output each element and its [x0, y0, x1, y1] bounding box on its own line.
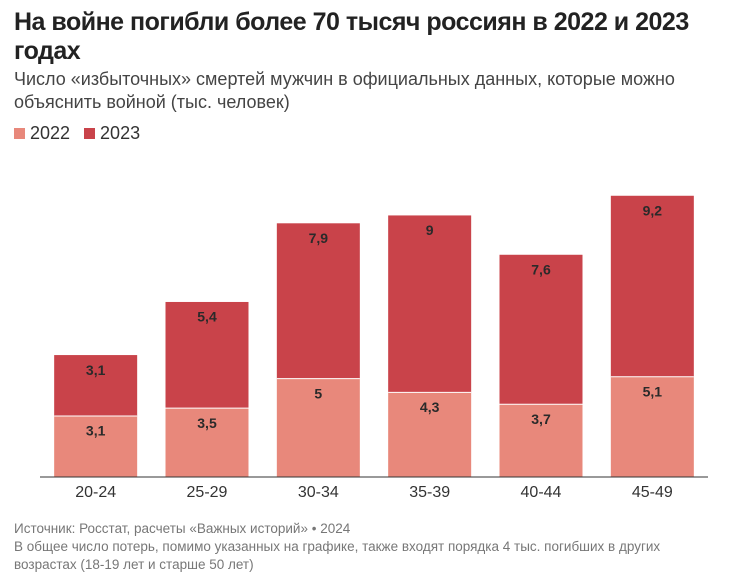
bar-segment [499, 254, 583, 405]
bar-segment [610, 376, 694, 477]
data-label: 9,2 [643, 202, 663, 218]
legend-swatch [14, 128, 25, 139]
data-label: 5,1 [643, 383, 663, 399]
bar-segment [165, 301, 249, 409]
bar-segment [276, 223, 360, 379]
data-label: 5 [314, 385, 322, 401]
data-label: 3,5 [197, 415, 217, 431]
chart-title: На войне погибли более 70 тысяч россиян … [14, 8, 689, 65]
x-tick-label: 40-44 [521, 484, 562, 501]
legend: 2022 2023 [14, 123, 140, 144]
data-label: 9 [426, 222, 434, 238]
bar-segment [165, 408, 249, 477]
data-label: 7,6 [531, 261, 551, 277]
legend-swatch [84, 128, 96, 139]
source: Источник: Росстат, расчеты «Важных истор… [14, 521, 351, 536]
data-label: 4,3 [420, 399, 440, 415]
chart-subtitle: Число «избыточных» смертей мужчин в офиц… [14, 69, 675, 112]
bar-segment [610, 195, 694, 377]
note: В общее число потерь, помимо указанных н… [14, 539, 661, 572]
bar-segment [276, 378, 360, 477]
bar-segment [388, 215, 472, 393]
x-tick-label: 20-24 [75, 484, 116, 501]
data-label: 3,1 [86, 362, 106, 378]
data-label: 5,4 [197, 309, 217, 325]
bar-segment [499, 404, 583, 477]
legend-label: 2022 [30, 123, 71, 143]
x-tick-label: 25-29 [187, 484, 228, 501]
data-label: 3,1 [86, 423, 106, 439]
legend-label: 2023 [100, 123, 141, 143]
data-label: 3,7 [531, 411, 551, 427]
bar-segment [54, 355, 138, 417]
bar-segment [388, 392, 472, 477]
x-tick-label: 45-49 [632, 484, 673, 501]
x-tick-label: 30-34 [298, 484, 339, 501]
x-tick-label: 35-39 [409, 484, 450, 501]
legend-item: 2022 [14, 123, 70, 144]
legend-item: 2023 [84, 123, 140, 144]
data-label: 7,9 [309, 230, 329, 246]
bar-segment [54, 416, 138, 477]
